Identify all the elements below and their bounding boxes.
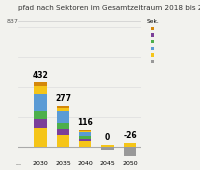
Bar: [34, 94, 47, 110]
Bar: [79, 139, 91, 141]
Bar: [79, 130, 91, 131]
Bar: [34, 82, 47, 87]
Bar: [34, 87, 47, 94]
Bar: [57, 111, 69, 123]
Text: 837: 837: [7, 19, 19, 24]
Bar: [79, 136, 91, 139]
Bar: [57, 106, 69, 107]
Bar: [34, 128, 47, 147]
Text: 277: 277: [55, 94, 71, 103]
Text: pfad nach Sektoren im Gesamtzeitraum 2018 bis 2050 (in Jahrfünften): pfad nach Sektoren im Gesamtzeitraum 201…: [18, 4, 200, 11]
Bar: [57, 123, 69, 129]
Bar: [101, 147, 114, 150]
Text: -26: -26: [123, 131, 137, 140]
Bar: [101, 145, 114, 147]
Bar: [57, 135, 69, 147]
Text: 432: 432: [33, 71, 48, 80]
Bar: [124, 143, 136, 147]
Text: 116: 116: [77, 118, 93, 127]
Bar: [57, 107, 69, 111]
Text: 0: 0: [105, 133, 110, 142]
Bar: [79, 132, 91, 136]
Bar: [34, 110, 47, 119]
Bar: [79, 141, 91, 147]
Bar: [34, 119, 47, 128]
Bar: [57, 129, 69, 135]
Bar: [124, 147, 136, 156]
Legend: , , , , , : , , , , ,: [145, 17, 162, 66]
Bar: [79, 131, 91, 132]
